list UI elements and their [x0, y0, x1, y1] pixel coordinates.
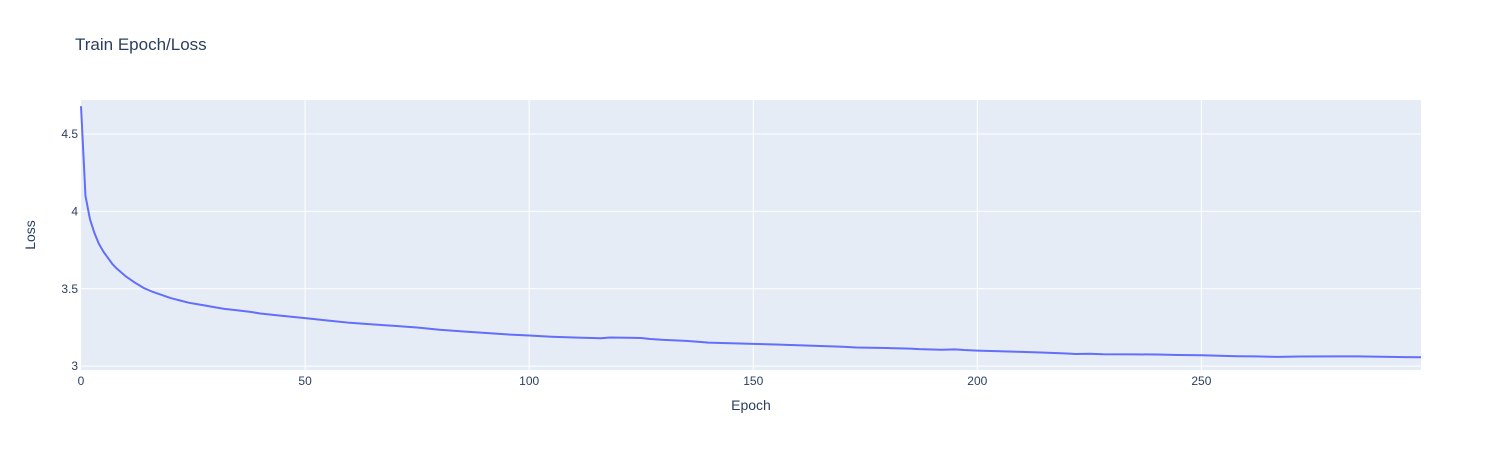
x-tick-label: 50	[298, 374, 312, 388]
y-tick-label: 4.5	[61, 127, 78, 141]
x-axis-label: Epoch	[731, 397, 771, 413]
train-loss-line	[80, 106, 1422, 359]
y-gridlines	[81, 133, 1421, 367]
x-gridlines	[304, 100, 1202, 370]
y-axis-label: Loss	[22, 220, 38, 250]
y-tick-label: 3	[71, 359, 78, 373]
x-tick-label: 0	[78, 374, 85, 388]
x-tick-label: 100	[519, 374, 539, 388]
chart-title: Train Epoch/Loss	[75, 35, 207, 54]
y-tick-label: 4	[71, 204, 78, 218]
y-tick-label: 3.5	[61, 282, 78, 296]
x-tick-label: 250	[1191, 374, 1211, 388]
x-tick-label: 150	[743, 374, 763, 388]
plot-background	[81, 100, 1421, 370]
y-axis-ticks: 3 3.5 4 4.5	[61, 127, 78, 373]
x-tick-label: 200	[967, 374, 987, 388]
x-axis-ticks: 0 50 100 150 200 250	[78, 374, 1212, 388]
